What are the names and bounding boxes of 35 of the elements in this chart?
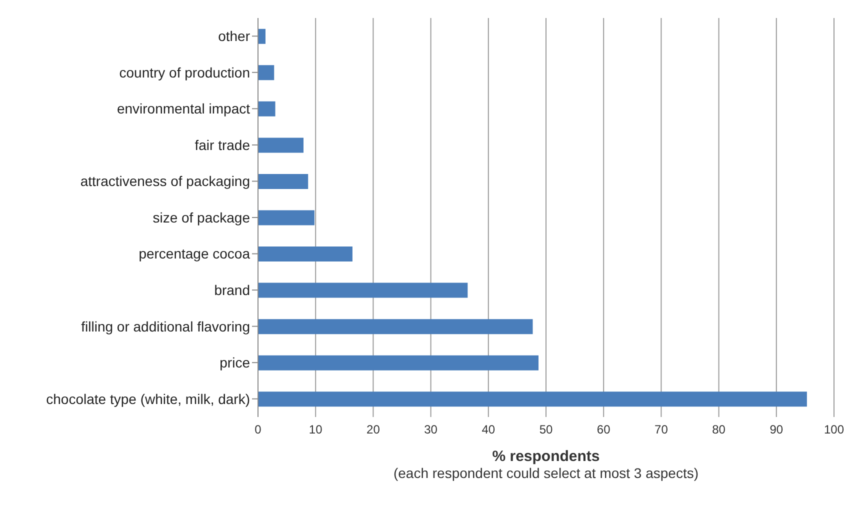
- bar: [258, 28, 266, 44]
- bar: [258, 138, 304, 153]
- x-tick-label: 90: [770, 422, 784, 437]
- bar: [258, 319, 533, 334]
- x-tick-label: 0: [254, 422, 262, 437]
- x-tick-label: 80: [712, 422, 726, 437]
- x-tick-label: 30: [424, 422, 438, 437]
- y-tick-label: country of production: [119, 64, 250, 80]
- x-axis-title: % respondents: [491, 448, 601, 465]
- x-tick-label: 70: [654, 422, 668, 437]
- bar: [258, 210, 314, 226]
- x-tick-label: 20: [366, 422, 380, 437]
- text: (each respondent could select at most 3 aspects): [392, 465, 700, 481]
- y-tick-label: fair trade: [194, 136, 250, 153]
- bar: [258, 392, 807, 407]
- x-tick-label: 40: [482, 422, 496, 437]
- bar: [258, 65, 274, 80]
- bar: [258, 355, 539, 370]
- bar: [258, 282, 468, 298]
- x-tick-label: 100: [824, 422, 844, 437]
- x-tick-label: 10: [308, 422, 323, 437]
- x-tick-label: 50: [539, 422, 553, 437]
- y-tick-label: brand: [214, 282, 250, 298]
- x-tick-label: 60: [596, 422, 611, 437]
- y-tick-label: other: [218, 28, 250, 44]
- y-tick-label: filling or additional flavoring: [81, 318, 250, 334]
- bar: [258, 174, 308, 189]
- y-tick-label: environmental impact: [116, 100, 250, 117]
- y-tick-label: attractiveness of packaging: [80, 173, 250, 190]
- y-tick-label: chocolate type (white, milk, dark): [46, 390, 250, 407]
- y-tick-label: percentage cocoa: [138, 246, 250, 262]
- bar: [258, 101, 276, 116]
- bar: [258, 246, 352, 262]
- y-tick-label: size of package: [152, 209, 250, 226]
- y-tick-label: price: [220, 354, 250, 371]
